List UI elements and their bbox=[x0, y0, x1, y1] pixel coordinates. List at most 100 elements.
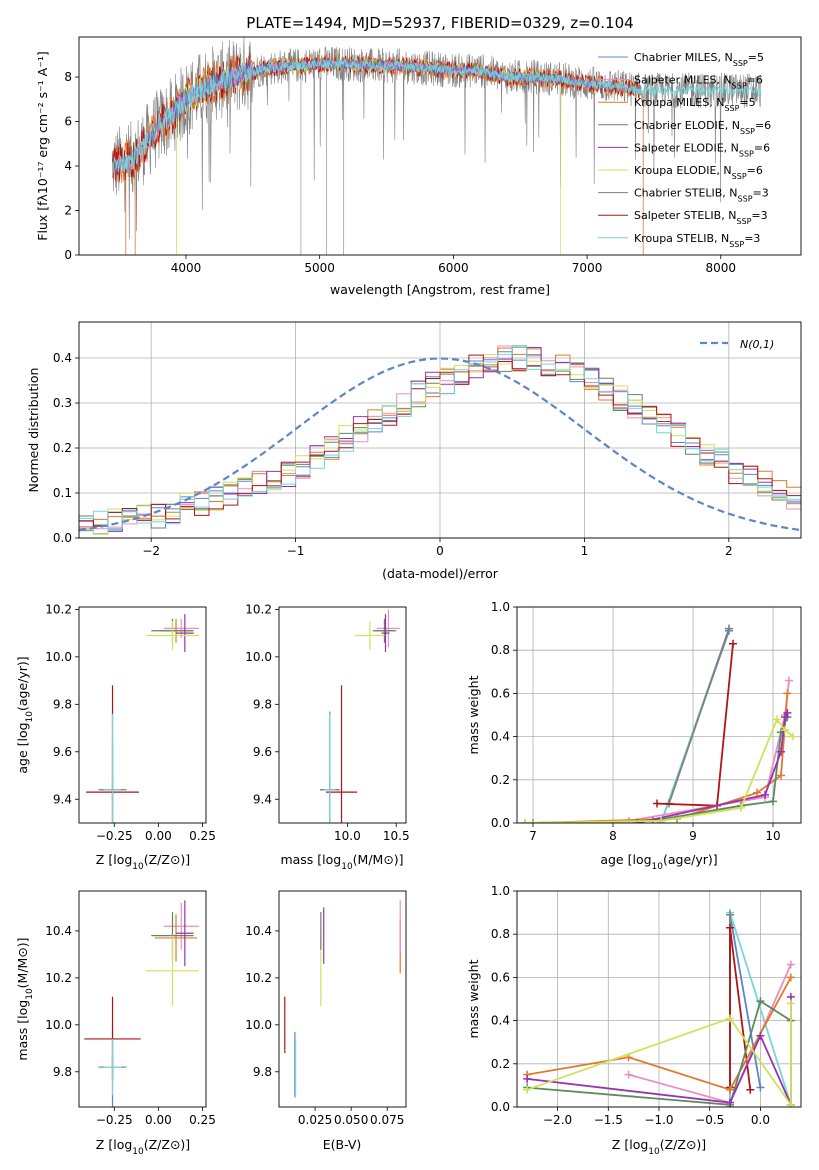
weight-vs-age-series-chabrier-elodie-marker bbox=[769, 797, 777, 806]
weight-vs-z-ytick-label: 0.2 bbox=[491, 1057, 510, 1071]
weight-vs-age-frame bbox=[516, 606, 802, 824]
weight-vs-age-series-kroupa-miles-marker bbox=[529, 819, 537, 823]
spectrum-xtick-label: 8000 bbox=[706, 261, 737, 275]
residuals-xtick-label: −2 bbox=[142, 544, 160, 558]
age-vs-z-plot-area bbox=[86, 614, 199, 823]
weight-vs-z-xtick-label: 0.0 bbox=[751, 1113, 770, 1127]
legend-entry: Salpeter ELODIE, NSSP=6 bbox=[634, 141, 770, 158]
weight-vs-age-series-kroupa-elodie-marker bbox=[737, 803, 745, 812]
age-vs-z-axes: −0.25 0.00 0.25 9.4 9.6 9.8 10.0 10.2 bbox=[45, 602, 216, 843]
mass-vs-z-ytick-label: 10.4 bbox=[45, 924, 72, 938]
age-vs-mass-frame bbox=[278, 606, 407, 824]
mass-vs-ebv-axes: 0.025 0.050 0.075 9.8 10.0 10.2 10.4 bbox=[245, 924, 404, 1127]
residuals-ytick-label: 0.1 bbox=[53, 486, 72, 500]
residuals-xlabel: (data-model)/error bbox=[382, 566, 499, 581]
mass-vs-z-xtick-label: 0.25 bbox=[189, 1113, 216, 1127]
age-vs-z-frame bbox=[78, 606, 207, 824]
spectrum-xtick-label: 5000 bbox=[304, 261, 335, 275]
histogram-chabrier-elodie bbox=[79, 346, 801, 538]
residuals-frame bbox=[78, 321, 802, 539]
mass-vs-ebv-xlabel: E(B-V) bbox=[323, 1137, 362, 1152]
weight-vs-age-series-kroupa-elodie-marker bbox=[789, 732, 797, 741]
spectrum-ytick-label: 0 bbox=[64, 248, 72, 262]
residuals-ytick-label: 0.4 bbox=[53, 351, 72, 365]
mass-vs-ebv-frame bbox=[278, 890, 407, 1108]
mass-vs-ebv-ytick-label: 10.0 bbox=[245, 1018, 272, 1032]
weight-vs-age-series-salpeter-elodie-marker bbox=[761, 790, 769, 799]
legend-entry: Chabrier MILES, NSSP=5 bbox=[634, 51, 764, 68]
figure-title: PLATE=1494, MJD=52937, FIBERID=0329, z=0… bbox=[246, 14, 633, 32]
weight-vs-age-series-chabrier-stelib-marker bbox=[725, 624, 733, 633]
residuals-xtick-label: 2 bbox=[725, 544, 733, 558]
spectrum-axes: 4000 5000 6000 7000 8000 0 2 4 6 8 bbox=[64, 70, 736, 275]
spectrum-ytick-label: 4 bbox=[64, 159, 72, 173]
residuals-ytick-label: 0.3 bbox=[53, 396, 72, 410]
spectrum-plot-area bbox=[112, 37, 762, 255]
age-vs-mass-plot-area bbox=[320, 609, 401, 823]
age-vs-mass-axes: 10.0 10.5 9.4 9.6 9.8 10.0 10.2 bbox=[245, 602, 409, 843]
weight-vs-age-xtick-label: 9 bbox=[689, 829, 697, 843]
weight-vs-z-plot-area bbox=[523, 908, 795, 1107]
weight-vs-age-ytick-label: 0.6 bbox=[491, 686, 510, 700]
weight-vs-age-xlabel: age [log10(age/yr)] bbox=[600, 852, 717, 872]
weight-vs-age-series-kroupa-elodie-marker bbox=[773, 715, 781, 724]
legend-entry: Chabrier STELIB, NSSP=3 bbox=[634, 187, 769, 204]
weight-vs-age-series-kroupa-elodie-marker bbox=[657, 816, 665, 823]
age-vs-mass-ytick-label: 9.8 bbox=[253, 697, 272, 711]
age-vs-z-ytick-label: 9.4 bbox=[53, 792, 72, 806]
legend-entry: Kroupa MILES, NSSP=5 bbox=[634, 96, 756, 113]
residuals-plot-area bbox=[79, 345, 801, 538]
age-vs-mass-xtick-label: 10.5 bbox=[383, 829, 410, 843]
legend-entry: Kroupa STELIB, NSSP=3 bbox=[634, 232, 760, 249]
mass-vs-z-plot-area bbox=[84, 900, 199, 1107]
spectrum-legend: Chabrier MILES, NSSP=5 Salpeter MILES, NS… bbox=[598, 51, 771, 248]
age-vs-z-ytick-label: 10.2 bbox=[45, 602, 72, 616]
weight-vs-age-series-salpeter-miles-marker bbox=[785, 676, 793, 685]
legend-entry: Kroupa ELODIE, NSSP=6 bbox=[634, 164, 763, 181]
spectrum-series-chabrier-stelib bbox=[112, 37, 761, 255]
weight-vs-age-plot-area bbox=[521, 624, 797, 823]
age-vs-z-ytick-label: 9.6 bbox=[53, 745, 72, 759]
weight-vs-z-series-salpeter-elodie-marker bbox=[523, 1074, 532, 1083]
weight-vs-z-series-salpeter-elodie-marker bbox=[756, 1031, 765, 1040]
residuals-ytick-label: 0.2 bbox=[53, 441, 72, 455]
residuals-xtick-label: −1 bbox=[287, 544, 305, 558]
mass-vs-z-xtick-label: −0.25 bbox=[96, 1113, 133, 1127]
weight-vs-age-ytick-label: 0.8 bbox=[491, 643, 510, 657]
weight-vs-age-series-salpeter-elodie bbox=[636, 712, 789, 823]
mass-vs-ebv-xtick-label: 0.025 bbox=[298, 1113, 332, 1127]
weight-vs-z-series-chabrier-stelib-marker bbox=[726, 910, 734, 919]
weight-vs-age-xtick-label: 10 bbox=[765, 829, 780, 843]
spectrum-xlabel: wavelength [Angstrom, rest frame] bbox=[330, 282, 550, 297]
weight-vs-z-series-kroupa-miles-marker bbox=[726, 1085, 734, 1094]
histogram-salpeter-stelib bbox=[79, 354, 801, 538]
weight-vs-z-xtick-label: −1.0 bbox=[644, 1113, 673, 1127]
spectrum-series-kroupa-stelib bbox=[112, 58, 762, 176]
mass-vs-z-xlabel: Z [log10(Z/Z⊙)] bbox=[96, 1137, 190, 1157]
weight-vs-z-series-kroupa-elodie-marker bbox=[523, 1085, 532, 1094]
age-vs-z-xtick-label: 0.25 bbox=[189, 829, 216, 843]
weight-vs-z-series-chabrier-miles-marker bbox=[756, 1083, 765, 1092]
age-vs-mass-xlabel: mass [log10(M/M⊙)] bbox=[280, 852, 403, 872]
spectrum-xtick-label: 7000 bbox=[572, 261, 603, 275]
mass-vs-z-ytick-label: 10.2 bbox=[45, 971, 72, 985]
weight-vs-z-ytick-label: 0.8 bbox=[491, 927, 510, 941]
residuals-xtick-label: 0 bbox=[436, 544, 444, 558]
weight-vs-z-series-kroupa-elodie bbox=[526, 1003, 792, 1107]
age-vs-mass-xtick-label: 10.0 bbox=[334, 829, 361, 843]
weight-vs-age-xtick-label: 8 bbox=[609, 829, 617, 843]
weight-vs-age-series-kroupa-elodie bbox=[524, 717, 794, 823]
weight-vs-z-series-salpeter-stelib-marker bbox=[726, 923, 734, 932]
weight-vs-age-series-kroupa-elodie-marker bbox=[781, 726, 789, 735]
weight-vs-age-axes: 7 8 9 10 0.0 0.2 0.4 0.6 0.8 1.0 bbox=[491, 600, 801, 843]
mass-vs-z-ytick-label: 10.0 bbox=[45, 1018, 72, 1032]
age-vs-z-ylabel: age [log10(age/yr)] bbox=[15, 656, 35, 773]
weight-vs-z-frame bbox=[516, 890, 802, 1108]
mass-vs-ebv-ytick-label: 10.2 bbox=[245, 971, 272, 985]
weight-vs-age-series-kroupa-miles-marker bbox=[753, 788, 761, 797]
age-vs-mass-ytick-label: 10.2 bbox=[245, 602, 272, 616]
weight-vs-age-series-salpeter-stelib-marker bbox=[729, 639, 737, 648]
weight-vs-age-ytick-label: 1.0 bbox=[491, 600, 510, 614]
mass-vs-z-ylabel: mass [log10(M/M⊙)] bbox=[15, 937, 35, 1060]
